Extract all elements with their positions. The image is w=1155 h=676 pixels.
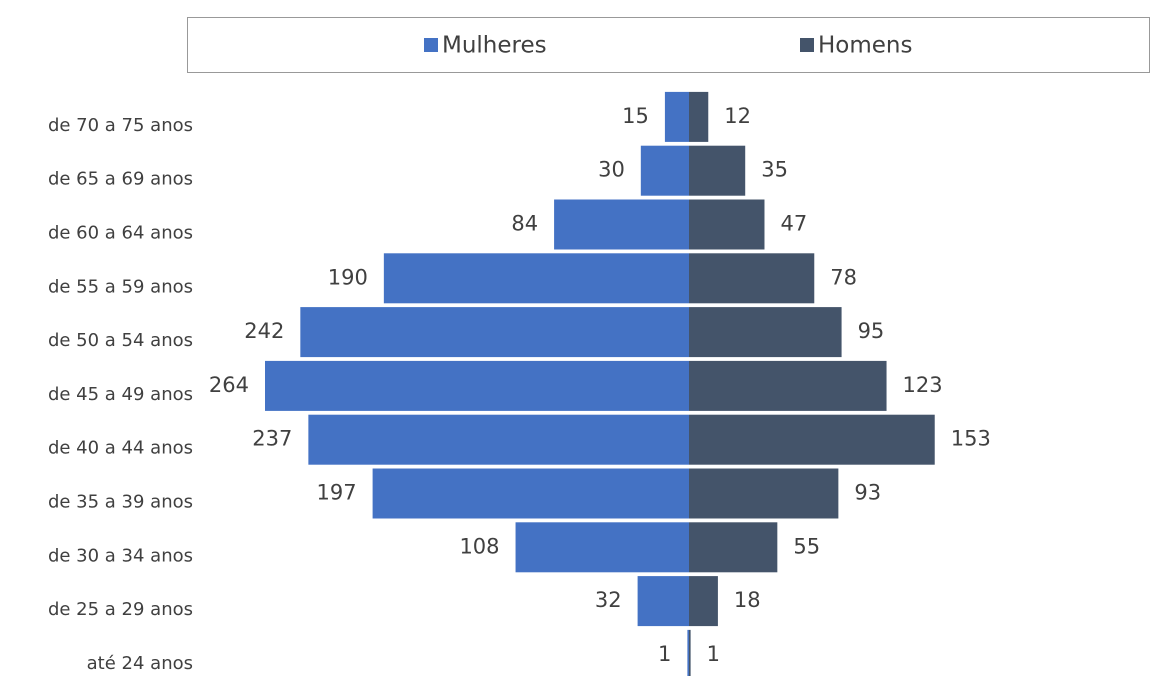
data-label: 108 [459,534,499,558]
bar [687,629,689,676]
data-label: 1 [707,642,720,666]
bar [689,414,935,465]
y-tick-label: de 35 a 39 anos [48,492,193,513]
data-label: 84 [511,212,538,236]
bar [689,145,746,196]
data-label: 78 [830,265,857,289]
bar [689,199,765,250]
data-label: 153 [951,427,991,451]
y-tick-label: de 45 a 49 anos [48,384,193,405]
bar [689,576,718,627]
legend-swatch [800,38,814,52]
data-label: 95 [858,319,885,343]
legend-box [187,17,1150,73]
data-label: 35 [761,158,788,182]
bar [308,414,689,465]
data-label: 18 [734,588,761,612]
bar [689,307,842,358]
bar [689,91,709,142]
data-label: 237 [252,427,292,451]
bar [689,468,839,519]
legend-label: Mulheres [442,33,547,59]
data-label: 15 [622,104,649,128]
data-label: 123 [903,373,943,397]
bar [689,629,691,676]
bar [372,468,689,519]
y-tick-label: de 55 a 59 anos [48,276,193,297]
y-tick-label: de 30 a 34 anos [48,545,193,566]
y-tick-label: de 25 a 29 anos [48,599,193,620]
bar [689,360,887,411]
legend-label: Homens [818,33,912,59]
bar [664,91,689,142]
bar [300,307,689,358]
data-label: 197 [317,481,357,505]
bar [689,253,815,304]
bar [554,199,689,250]
data-label: 190 [328,265,368,289]
data-label: 47 [780,212,807,236]
bar [265,360,689,411]
data-label: 264 [209,373,249,397]
data-label: 32 [595,588,622,612]
y-tick-label: de 50 a 54 anos [48,330,193,351]
bar [383,253,689,304]
bar [640,145,689,196]
y-tick-label: de 60 a 64 anos [48,223,193,244]
bar [637,576,689,627]
data-label: 30 [598,158,625,182]
data-label: 93 [854,481,881,505]
bar [515,522,689,573]
bar [689,522,778,573]
y-tick-label: até 24 anos [87,653,193,674]
data-label: 55 [793,534,820,558]
y-tick-label: de 40 a 44 anos [48,438,193,459]
data-label: 242 [244,319,284,343]
data-label: 12 [724,104,751,128]
y-tick-label: de 65 a 69 anos [48,169,193,190]
data-label: 1 [658,642,671,666]
legend-swatch [424,38,438,52]
y-tick-label: de 70 a 75 anos [48,115,193,136]
